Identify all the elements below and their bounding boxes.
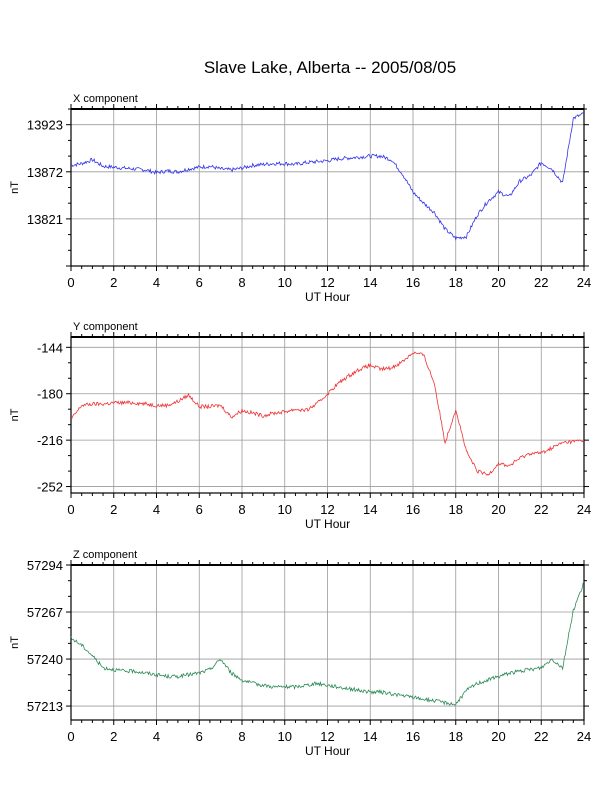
- chart-2-xtick-label: 16: [406, 502, 420, 517]
- chart-3-xtick-label: 4: [153, 729, 160, 744]
- chart-1-xtick-label: 8: [238, 275, 245, 290]
- chart-1-xtick-label: 6: [196, 275, 203, 290]
- chart-3-xtick-label: 0: [67, 729, 74, 744]
- chart-3-xtick-label: 18: [449, 729, 463, 744]
- chart-2-xtick-label: 20: [491, 502, 505, 517]
- chart-1-ylabel: nT: [9, 181, 21, 194]
- chart-2-xtick-label: 0: [67, 502, 74, 517]
- chart-2-xtick-label: 6: [196, 502, 203, 517]
- chart-3-ytick-label: 57267: [27, 605, 63, 620]
- chart-2-xtick-label: 8: [238, 502, 245, 517]
- chart-3-ytick-label: 57294: [27, 558, 63, 573]
- chart-2-xtick-label: 12: [320, 502, 334, 517]
- chart-3-xtick-label: 20: [491, 729, 505, 744]
- chart-2-ytick-label: -180: [37, 387, 63, 402]
- chart-2-xtick-label: 22: [534, 502, 548, 517]
- chart-2-ytick-label: -252: [37, 480, 63, 495]
- chart-3-xtick-label: 14: [363, 729, 377, 744]
- chart-2-ytick-label: -144: [37, 340, 63, 355]
- chart-2-title: Y component: [73, 321, 138, 333]
- chart-3-title: Z component: [73, 549, 137, 561]
- chart-1-xtick-label: 2: [110, 275, 117, 290]
- chart-2-xtick-label: 2: [110, 502, 117, 517]
- page-title: Slave Lake, Alberta -- 2005/08/05: [203, 58, 457, 77]
- chart-1-ytick-label: 13872: [27, 165, 63, 180]
- chart-3-ytick-label: 57240: [27, 652, 63, 667]
- chart-2-ylabel: nT: [9, 408, 21, 421]
- chart-2-xtick-label: 18: [449, 502, 463, 517]
- chart-2-xlabel: UT Hour: [305, 517, 350, 531]
- chart-1-xtick-label: 20: [491, 275, 505, 290]
- chart-3-series-line: [70, 582, 585, 706]
- chart-3-xtick-label: 24: [577, 729, 591, 744]
- chart-1-ytick-label: 13923: [27, 118, 63, 133]
- chart-3-xtick-label: 6: [196, 729, 203, 744]
- chart-3-ylabel: nT: [9, 636, 21, 649]
- chart-3-xtick-label: 16: [406, 729, 420, 744]
- chart-2-xtick-label: 4: [153, 502, 160, 517]
- chart-1-xtick-label: 14: [363, 275, 377, 290]
- chart-1-xtick-label: 22: [534, 275, 548, 290]
- chart-2-xtick-label: 10: [278, 502, 292, 517]
- chart-1-xtick-label: 16: [406, 275, 420, 290]
- chart-1-xtick-label: 0: [67, 275, 74, 290]
- chart-1-xtick-label: 18: [449, 275, 463, 290]
- chart-2-series-line: [70, 351, 585, 476]
- chart-2-ytick-label: -216: [37, 433, 63, 448]
- chart-2-xtick-label: 14: [363, 502, 377, 517]
- chart-1-xlabel: UT Hour: [305, 290, 350, 304]
- chart-3-xtick-label: 2: [110, 729, 117, 744]
- chart-1-xtick-label: 10: [278, 275, 292, 290]
- chart-1-xtick-label: 24: [577, 275, 591, 290]
- chart-3-xlabel: UT Hour: [305, 744, 350, 758]
- chart-1-series-line: [70, 112, 585, 241]
- chart-2-xtick-label: 24: [577, 502, 591, 517]
- chart-1-xtick-label: 12: [320, 275, 334, 290]
- chart-3-xtick-label: 8: [238, 729, 245, 744]
- chart-3-xtick-label: 12: [320, 729, 334, 744]
- chart-1-title: X component: [73, 93, 138, 105]
- chart-3-xtick-label: 10: [278, 729, 292, 744]
- chart-3-ytick-label: 57213: [27, 699, 63, 714]
- chart-1-ytick-label: 13821: [27, 212, 63, 227]
- chart-1-xtick-label: 4: [153, 275, 160, 290]
- chart-3-xtick-label: 22: [534, 729, 548, 744]
